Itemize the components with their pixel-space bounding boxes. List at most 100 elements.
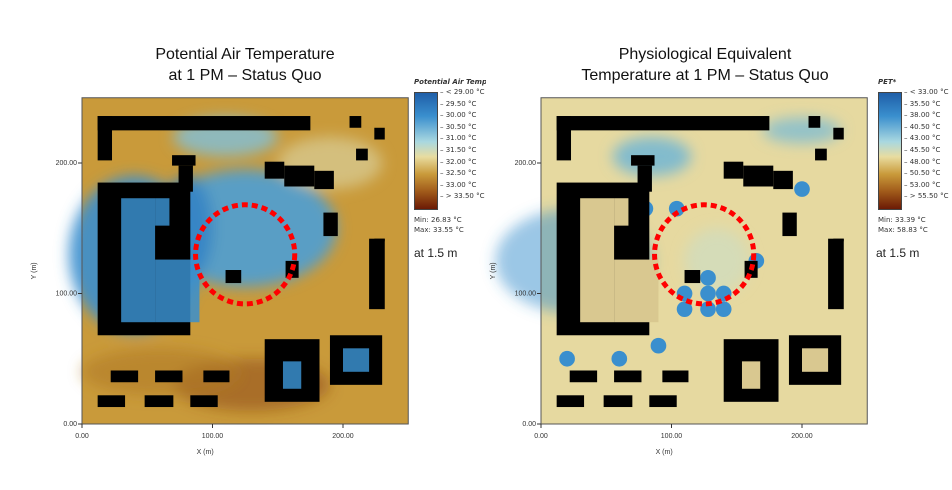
tree-shade-spot (668, 200, 685, 217)
legend-tick-label: – 30.00 °C (440, 111, 477, 120)
courtyard (155, 198, 170, 226)
x-tick-label: 0.00 (534, 433, 548, 440)
x-tick-label: 200.00 (332, 433, 354, 440)
building (225, 270, 242, 284)
building (323, 212, 338, 237)
building (190, 395, 218, 408)
title-line: at 1 PM – Status Quo (168, 67, 322, 84)
building (97, 116, 311, 131)
building (743, 165, 774, 187)
courtyard (121, 198, 156, 323)
building (631, 155, 655, 166)
y-tick-label: 200.00 (515, 160, 537, 167)
legend-tick-label: – 53.00 °C (904, 180, 941, 189)
legend-tick-label: – 40.50 °C (904, 122, 941, 131)
legend-tick-label: – 38.00 °C (904, 111, 941, 120)
legend-tick-label: – > 33.50 °C (440, 192, 485, 201)
courtyard (614, 198, 629, 226)
courtyard (155, 259, 200, 323)
courtyard (741, 361, 761, 389)
tree-shade-spot (650, 337, 667, 354)
building (369, 238, 385, 310)
legend-tick-label: – 31.50 °C (440, 145, 477, 154)
building (833, 127, 844, 140)
building (314, 170, 334, 190)
legend-tick-label: – 32.50 °C (440, 169, 477, 178)
tree-shade-spot (611, 350, 628, 367)
tree-shade-spot (700, 285, 716, 302)
highlight-circle (652, 202, 757, 307)
courtyard (580, 198, 615, 323)
legend-colorbar (414, 92, 438, 210)
legend-tick-label: – 31.00 °C (440, 134, 477, 143)
x-tick-label: 200.00 (791, 433, 813, 440)
x-tick-label: 100.00 (661, 433, 683, 440)
building (773, 170, 793, 190)
building (808, 116, 821, 128)
courtyard (802, 348, 829, 372)
building (684, 270, 701, 284)
building (649, 395, 677, 408)
legend-tick-label: – 35.50 °C (904, 99, 941, 108)
legend-tick-label: – 45.50 °C (904, 145, 941, 154)
legend-tick-label: – 33.00 °C (440, 180, 477, 189)
y-tick-label: 0.00 (63, 421, 77, 428)
legend-tick-label: – < 33.00 °C (904, 88, 949, 96)
legend-tick-label: – 50.50 °C (904, 169, 941, 178)
building (97, 116, 113, 161)
y-tick-label: 0.00 (522, 421, 536, 428)
title-line: Potential Air Temperature (155, 46, 335, 63)
building (374, 127, 385, 140)
height-note-right: at 1.5 m (876, 246, 920, 260)
legend-max: Max: 33.55 °C (414, 226, 464, 234)
building (110, 370, 139, 383)
highlight-circle (193, 202, 298, 307)
y-axis-label: Y (m) (31, 262, 38, 279)
legend-title: Potential Air Tempe (414, 78, 486, 86)
legend-tick-label: – 30.50 °C (440, 122, 477, 131)
x-tick-label: 100.00 (202, 433, 224, 440)
y-tick-label: 100.00 (56, 291, 78, 298)
heatmap-plot-1: 0.00 100.00 200.00 0.00 100.00 200.00 X (m) Y (… (490, 97, 868, 456)
tree-shade-spot (794, 181, 810, 197)
building (614, 370, 642, 383)
x-tick-label: 0.00 (75, 433, 89, 440)
building (556, 395, 585, 408)
chart-title-left: Potential Air Temperature at 1 PM – Statu… (80, 44, 410, 86)
x-axis-label: X (m) (656, 449, 673, 456)
legend-tick-label: – 29.50 °C (440, 99, 477, 108)
title-line: Temperature at 1 PM – Status Quo (581, 67, 829, 84)
building (144, 395, 174, 408)
building (828, 238, 844, 310)
building (568, 189, 581, 286)
heatmap-plot-0: 0.00 100.00 200.00 0.00 100.00 200.00 X (m) Y (… (31, 97, 409, 456)
courtyard (282, 361, 302, 389)
legend-title: PET* (878, 78, 897, 86)
building (172, 155, 196, 166)
y-tick-label: 100.00 (515, 291, 537, 298)
building (662, 370, 689, 383)
building (97, 395, 126, 408)
courtyard (614, 259, 659, 323)
building (356, 148, 368, 161)
legend-right: PET* – < 33.00 °C – 35.50 °C – 38.00 °C – 4… (878, 78, 950, 234)
tree-shade-spot (715, 301, 732, 317)
building (155, 370, 183, 383)
x-axis-label: X (m) (197, 449, 214, 456)
y-axis-label: Y (m) (490, 262, 497, 279)
building (815, 148, 827, 161)
building (782, 212, 797, 237)
building (349, 116, 362, 128)
building (603, 395, 633, 408)
tree-shade-spot (559, 350, 575, 367)
legend-tick-label: – < 29.00 °C (440, 88, 485, 96)
building (569, 370, 598, 383)
chart-title-right: Physiological Equivalent Temperature at 1… (540, 44, 870, 86)
tree-shade-spot (700, 270, 716, 286)
building (264, 161, 285, 179)
building (556, 116, 572, 161)
legend-left: Potential Air Tempe – < 29.00 °C – 29.50 … (414, 78, 486, 234)
courtyard (343, 348, 370, 372)
legend-colorbar (878, 92, 902, 210)
legend-min: Min: 33.39 °C (878, 216, 926, 224)
